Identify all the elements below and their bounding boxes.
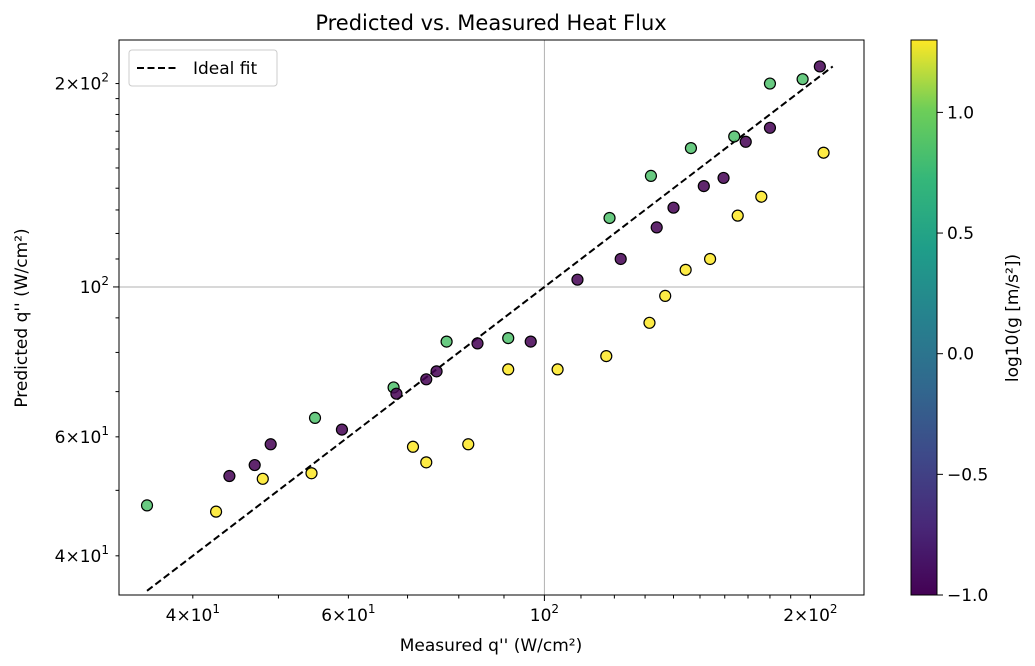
y-tick-label: 6×101 [55, 424, 109, 448]
data-point [817, 146, 830, 159]
colorbar-tick-label: 1.0 [947, 103, 974, 123]
data-point [571, 273, 584, 286]
x-axis-label: Measured q'' (W/cm²) [400, 636, 583, 656]
data-point [420, 373, 433, 386]
colorbar: −1.0 −0.5 0.0 0.5 1.0 log10(g [m/s²]) [910, 39, 1023, 606]
data-point [209, 505, 223, 518]
colorbar-tick-label: 0.0 [947, 345, 974, 365]
data-point [717, 171, 730, 185]
data-point [440, 335, 453, 348]
data-point [390, 387, 403, 400]
data-points [140, 60, 830, 518]
data-point [684, 142, 698, 155]
colorbar-tick-label: 0.5 [947, 224, 974, 244]
legend: Ideal fit [128, 49, 278, 87]
chart-title: Predicted vs. Measured Heat Flux [315, 11, 666, 35]
data-point [335, 423, 349, 436]
grid [119, 40, 864, 595]
data-point [248, 458, 261, 472]
data-point [305, 467, 318, 480]
data-point [703, 252, 717, 266]
data-point [763, 77, 777, 90]
data-point [763, 121, 777, 134]
x-tick-label: 102 [530, 602, 559, 626]
data-point [796, 73, 809, 86]
legend-entry-ideal-fit: Ideal fit [193, 59, 258, 79]
data-point [471, 337, 484, 350]
data-point [502, 363, 515, 376]
colorbar-gradient [910, 39, 938, 596]
x-tick-label: 6×101 [321, 602, 375, 626]
data-point [430, 365, 443, 378]
data-point [256, 472, 269, 485]
plot-frame [118, 39, 865, 596]
y-tick-label: 102 [80, 274, 109, 298]
data-point [813, 60, 826, 73]
data-point [644, 169, 658, 182]
colorbar-tick-label: −0.5 [947, 465, 988, 485]
data-point [697, 180, 710, 193]
ideal-fit-line [146, 65, 834, 592]
data-point [739, 135, 752, 148]
data-point [614, 252, 627, 266]
data-point [755, 190, 768, 203]
data-point [728, 130, 741, 143]
x-tick-label: 4×101 [166, 602, 220, 626]
colorbar-label: log10(g [m/s²]) [1003, 254, 1023, 382]
y-tick-label: 2×102 [55, 71, 109, 95]
data-point [643, 316, 656, 329]
y-axis-ticks: 4×101 6×101 102 2×102 [55, 71, 119, 567]
data-point [679, 263, 692, 276]
data-point [659, 289, 672, 302]
data-point [223, 469, 236, 483]
colorbar-ticks: −1.0 −0.5 0.0 0.5 1.0 [937, 103, 988, 606]
data-point [650, 221, 663, 234]
colorbar-tick-label: −1.0 [947, 586, 988, 606]
data-point [140, 499, 154, 512]
data-point [406, 440, 420, 453]
y-axis-label: Predicted q'' (W/cm²) [12, 228, 32, 407]
data-point [667, 201, 680, 214]
data-point [731, 209, 744, 222]
y-tick-label: 4×101 [55, 543, 109, 567]
data-point [603, 211, 616, 225]
legend-box [128, 49, 278, 87]
data-point [420, 456, 433, 469]
data-point [264, 438, 277, 451]
data-point [462, 438, 475, 451]
data-point [524, 335, 537, 348]
data-point [502, 332, 515, 345]
x-axis-ticks: 4×101 6×101 102 2×102 [166, 595, 838, 626]
data-point [551, 363, 564, 376]
ideal-fit-dashed-line [146, 65, 834, 592]
x-tick-label: 2×102 [783, 602, 837, 626]
data-point [308, 411, 322, 425]
data-point [600, 350, 613, 363]
